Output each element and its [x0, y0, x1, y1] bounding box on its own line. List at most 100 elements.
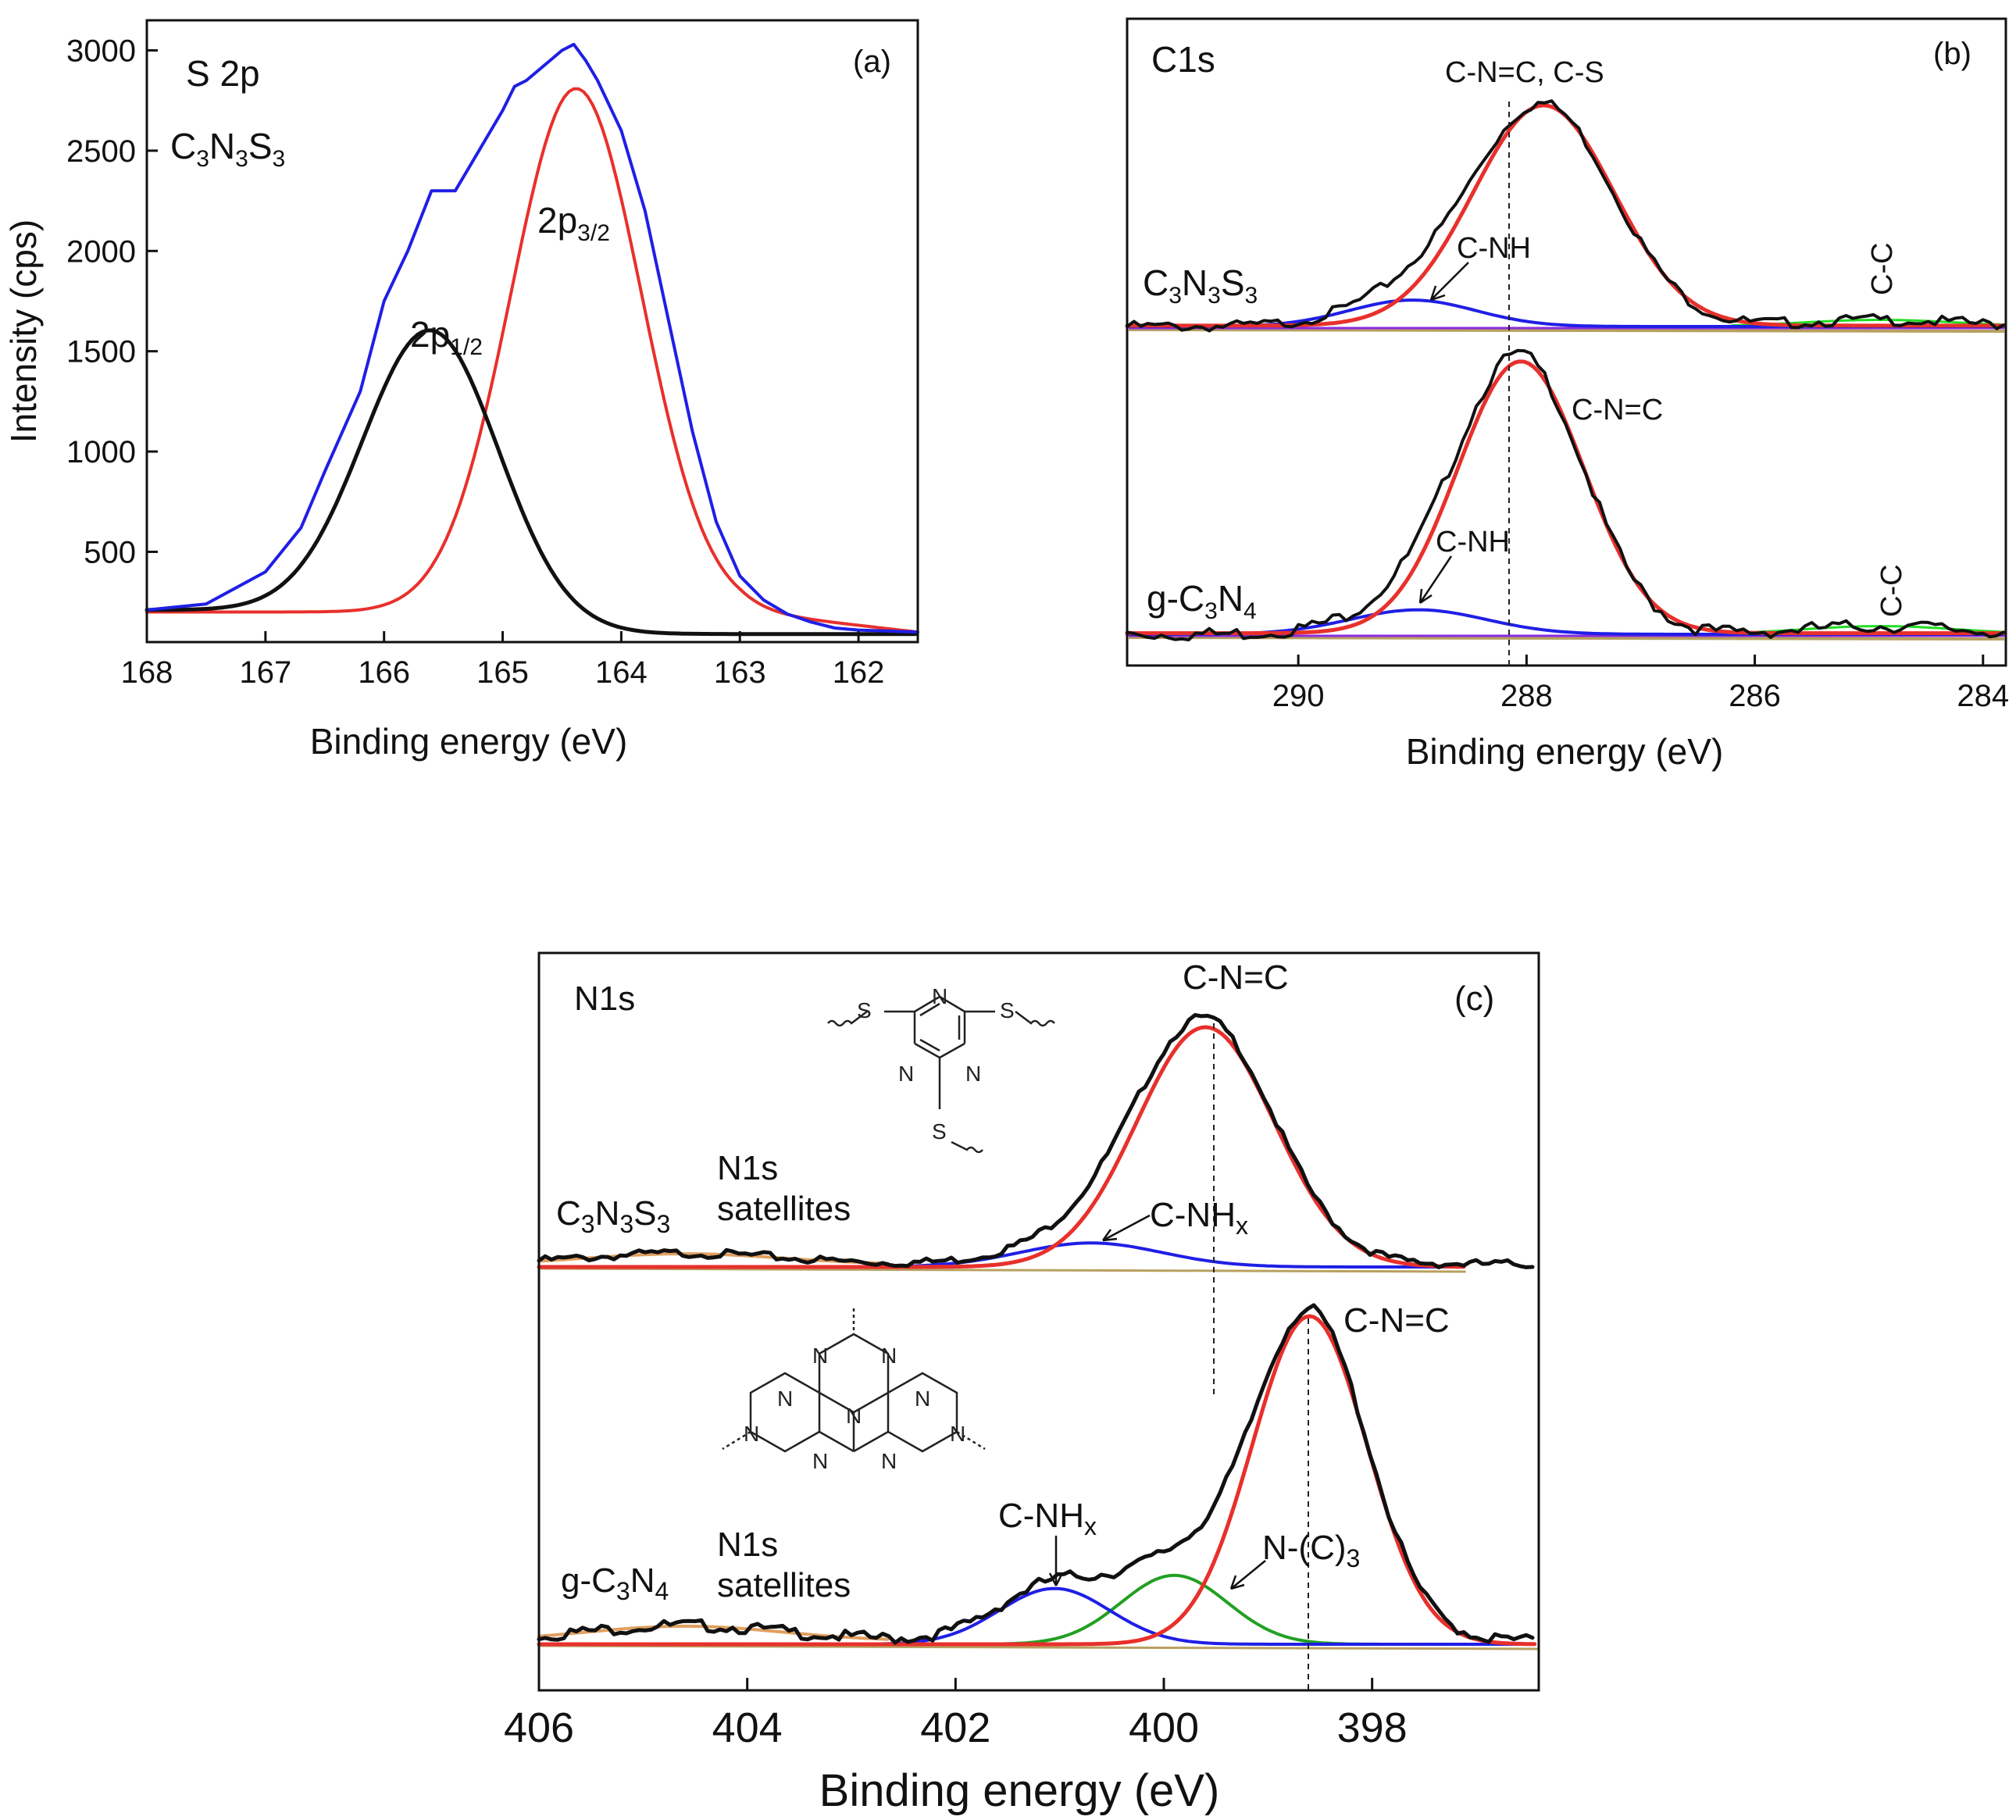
panel-c-top-sat-label-2: satellites [717, 1190, 851, 1228]
mol-bottom-bond [853, 1430, 889, 1453]
panel-c-top-sat-label-1: N1s [717, 1149, 778, 1187]
panel-a-y-tick-label: 3000 [66, 34, 136, 69]
panel-c-bottom-nh-arrow [1048, 1536, 1064, 1586]
panel-c-series-cnhx [537, 1586, 1536, 1646]
mol-top-atom: S [932, 1119, 947, 1144]
panel-a-x-tick-label: 163 [714, 655, 766, 690]
panel-a-y-label: Intensity (cps) [3, 219, 44, 443]
heptazine-structure: N N N N N N N N N [722, 1308, 986, 1473]
panel-a-x-tick-label: 162 [833, 655, 885, 690]
panel-c-series-raw [537, 1013, 1535, 1269]
panel-b-bottom-nh-arrow [1418, 555, 1453, 605]
panel-b-top-nh-label: C-NH [1457, 232, 1531, 265]
panel-b-title: C1s [1151, 39, 1215, 80]
mol-top-atom: N [965, 1062, 981, 1086]
panel-a-series-2p12-fit [145, 328, 918, 637]
panel-c-n1s: 406 404 402 400 398 (c) N1s C-N=C C-NHx N1s … [504, 951, 1540, 1816]
panel-b-bottom-cc-label: C-C [1875, 564, 1908, 617]
panel-b-c1s: 290 288 286 284 (b) C1s C-N=C, C-S C-NH C-C… [1125, 17, 2009, 772]
panel-a-title: S 2p [186, 53, 260, 94]
mol-bottom-bond [887, 1372, 958, 1453]
triazine-trithiol-structure: S S S N N N [827, 984, 1055, 1154]
mol-bottom-atom: N [744, 1422, 759, 1446]
panel-b-x-tick-label: 290 [1272, 679, 1325, 713]
mol-bottom-bond [818, 1333, 890, 1414]
panel-c-baseline [540, 1267, 1466, 1273]
panel-b-bottom-nh-label: C-NH [1436, 526, 1510, 558]
panel-b-x-tick-label: 288 [1500, 679, 1553, 713]
panel-b-trace-bottom [1125, 348, 2006, 642]
mol-top-atom: S [1000, 998, 1015, 1022]
panel-c-baseline [540, 1644, 1540, 1650]
panel-a-y-tick-label: 2500 [66, 134, 136, 169]
panel-b-bottom-sample-label: g-C3N4 [1147, 578, 1257, 624]
panel-b-bottom-peak-label: C-N=C [1572, 394, 1663, 426]
panel-a-y-tick-label: 2000 [66, 234, 136, 269]
mol-bottom-atom: N [881, 1449, 897, 1473]
panel-c-series-main [537, 1314, 1537, 1647]
panel-b-series-raw [1126, 99, 2006, 333]
panel-a-x-tick-label: 168 [121, 655, 173, 690]
mol-top-bond [914, 1042, 940, 1059]
panel-a-x-tick-label: 167 [239, 655, 291, 690]
panel-a-label: (a) [853, 45, 891, 79]
panel-b-top-peak-label: C-N=C, C-S [1445, 56, 1604, 89]
panel-b-series-raw [1126, 348, 2006, 642]
peak-label-2p12: 2p1/2 [410, 314, 483, 360]
panel-b-series-main [1125, 359, 2006, 636]
panel-c-trace-bottom [537, 1303, 1540, 1650]
panel-c-top-nh-arrow [1101, 1214, 1151, 1242]
panel-c-x-tick-label: 404 [712, 1704, 783, 1751]
panel-a-series-2p32-fit [145, 87, 917, 633]
mol-top-bond [951, 1140, 983, 1154]
panel-c-x-tick-label: 398 [1337, 1704, 1408, 1751]
panel-a-x-tick-label: 166 [358, 655, 410, 690]
mol-bottom-atom: N [777, 1386, 793, 1411]
panel-b-series-cc [1730, 625, 2003, 634]
panel-c-bottom-sample-label: g-C3N4 [561, 1561, 669, 1605]
panel-b-label: (b) [1933, 37, 1971, 71]
panel-a-series-envelope [145, 42, 919, 634]
panel-c-series-main [537, 1025, 1466, 1269]
panel-b-x-label: Binding energy (eV) [1406, 731, 1724, 772]
mol-top-atom: S [857, 998, 872, 1022]
panel-b-baseline [1128, 328, 2005, 333]
panel-c-bottom-peak-label: C-N=C [1343, 1301, 1450, 1340]
mol-top-atom: N [932, 984, 947, 1008]
panel-b-x-axis: 290 288 286 284 [1272, 655, 2009, 713]
panel-c-bottom-nc-arrow [1229, 1560, 1266, 1590]
panel-b-top-sample-label: C3N3S3 [1143, 262, 1258, 309]
mol-bottom-atom: N [915, 1386, 930, 1411]
mol-bottom-bond [749, 1372, 821, 1453]
panel-c-top-nh-label: C-NHx [1150, 1196, 1248, 1240]
panel-b-curves [1125, 99, 2006, 642]
panel-b-trace-top [1125, 99, 2006, 333]
mol-bottom-bond [722, 1430, 751, 1451]
mol-top-bond [919, 1002, 940, 1017]
panel-b-x-tick-label: 284 [1957, 679, 2009, 713]
panel-a-y-axis: 500 1000 1500 2000 2500 3000 [66, 34, 158, 569]
panel-c-x-axis: 406 404 402 400 398 [504, 1678, 1408, 1751]
panel-c-series-nc3 [537, 1573, 1536, 1646]
panel-a-x-tick-label: 165 [476, 655, 529, 690]
mol-bottom-atom: N [950, 1422, 965, 1446]
panel-c-x-tick-label: 400 [1129, 1704, 1199, 1751]
panel-c-title: N1s [574, 980, 635, 1018]
panel-c-label: (c) [1454, 980, 1494, 1018]
panel-a-x-axis: 168 167 166 165 164 163 162 [121, 631, 885, 690]
panel-c-frame [537, 951, 1540, 1692]
panel-c-bottom-sat-label-1: N1s [717, 1526, 778, 1564]
panel-a-curves [145, 42, 919, 637]
mol-top-bond [1015, 1011, 1055, 1027]
panel-a-frame [145, 19, 919, 644]
panel-c-x-label: Binding energy (eV) [819, 1765, 1220, 1816]
panel-c-bottom-nh-label: C-NHx [998, 1497, 1097, 1540]
panel-c-curves [537, 1013, 1540, 1650]
panel-b-top-cc-label: C-C [1866, 242, 1899, 295]
mol-bottom-atom: N [881, 1344, 897, 1368]
panel-b-x-tick-label: 286 [1729, 679, 1781, 713]
peak-label-2p32: 2p3/2 [537, 200, 610, 246]
panel-c-series-raw [537, 1303, 1535, 1645]
panel-a-x-label: Binding energy (eV) [310, 721, 628, 762]
mol-top-bond [827, 1011, 868, 1027]
